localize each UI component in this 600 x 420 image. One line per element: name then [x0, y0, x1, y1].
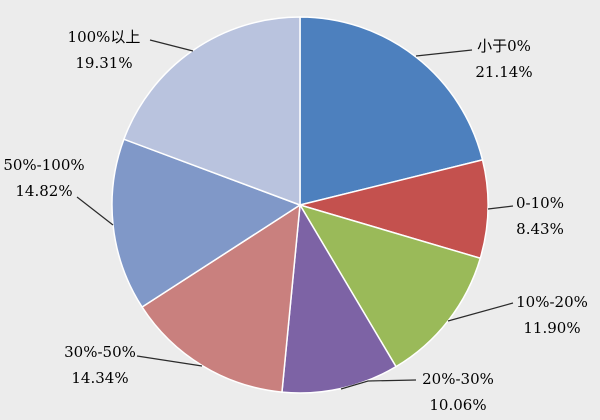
slice-label-5: 30%-50% 14.34% — [64, 343, 136, 387]
leader-line-6 — [76, 196, 114, 226]
pie-slice-6 — [111, 138, 301, 308]
leader-line-3 — [447, 302, 514, 322]
slice-label-7: 100%以上 19.31% — [68, 28, 141, 72]
slice-label-3: 10%-20% 11.90% — [516, 293, 588, 337]
leader-line-1 — [415, 49, 473, 57]
leader-line-4 — [340, 379, 417, 390]
slice-label-4: 20%-30% 10.06% — [422, 370, 494, 414]
leader-line-7 — [149, 39, 194, 52]
pie-slice-5 — [141, 204, 301, 393]
slice-label-6: 50%-100% 14.82% — [3, 156, 84, 200]
slice-label-2: 0-10% 8.43% — [516, 194, 564, 238]
leader-line-5 — [136, 355, 203, 367]
leader-line-2 — [487, 205, 514, 210]
slice-label-1: 小于0% 21.14% — [475, 37, 532, 81]
pie-slice-2 — [299, 159, 489, 259]
pie-slice-1 — [299, 16, 484, 206]
